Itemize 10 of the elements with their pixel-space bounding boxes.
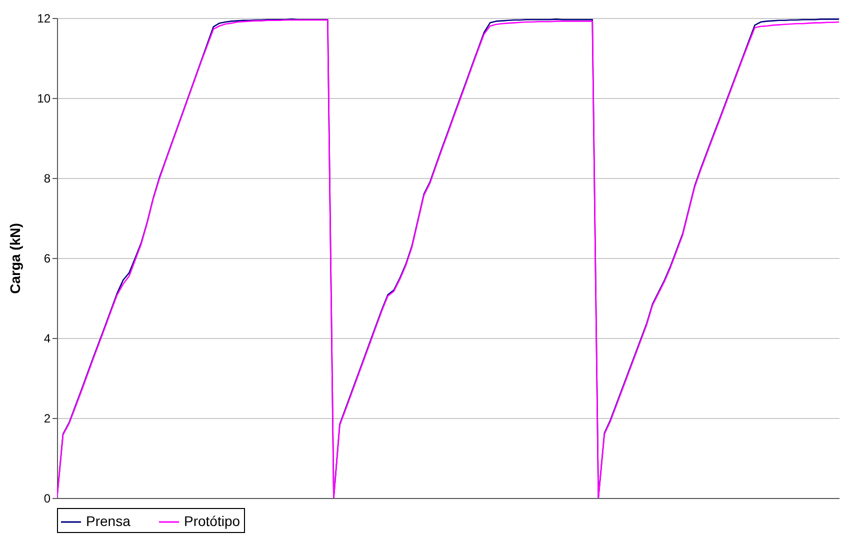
y-tick-label: 2 [44, 412, 51, 426]
y-tick-label: 6 [44, 252, 51, 266]
y-tick-label: 4 [44, 332, 51, 346]
legend-label: Prensa [86, 513, 131, 529]
y-tick-label: 10 [37, 92, 51, 106]
y-tick-label: 8 [44, 172, 51, 186]
y-axis-title: Carga (kN) [7, 223, 24, 294]
legend-label: Protótipo [184, 513, 240, 529]
y-tick-label: 0 [44, 492, 51, 506]
y-tick-label: 12 [37, 12, 51, 26]
